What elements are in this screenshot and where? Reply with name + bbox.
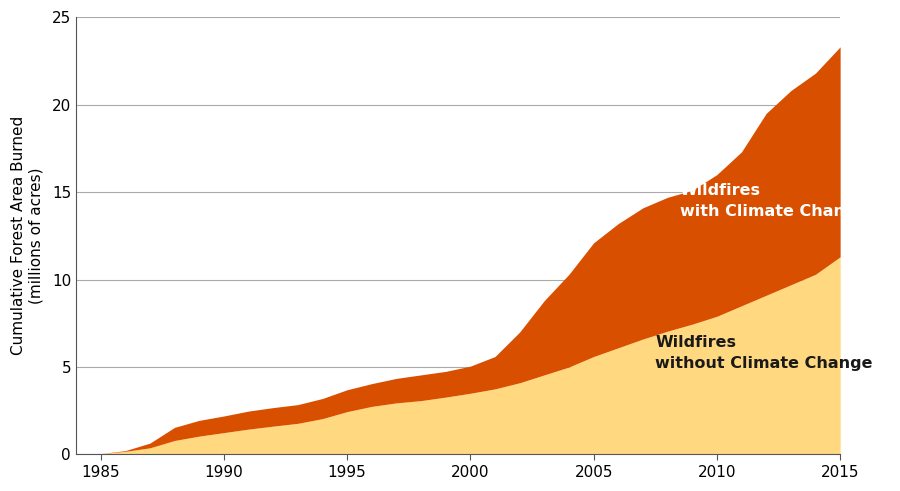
Text: Wildfires
without Climate Change: Wildfires without Climate Change — [655, 335, 873, 371]
Text: Wildfires
with Climate Change: Wildfires with Climate Change — [680, 183, 868, 219]
Y-axis label: Cumulative Forest Area Burned
(millions of acres): Cumulative Forest Area Burned (millions … — [11, 116, 43, 355]
